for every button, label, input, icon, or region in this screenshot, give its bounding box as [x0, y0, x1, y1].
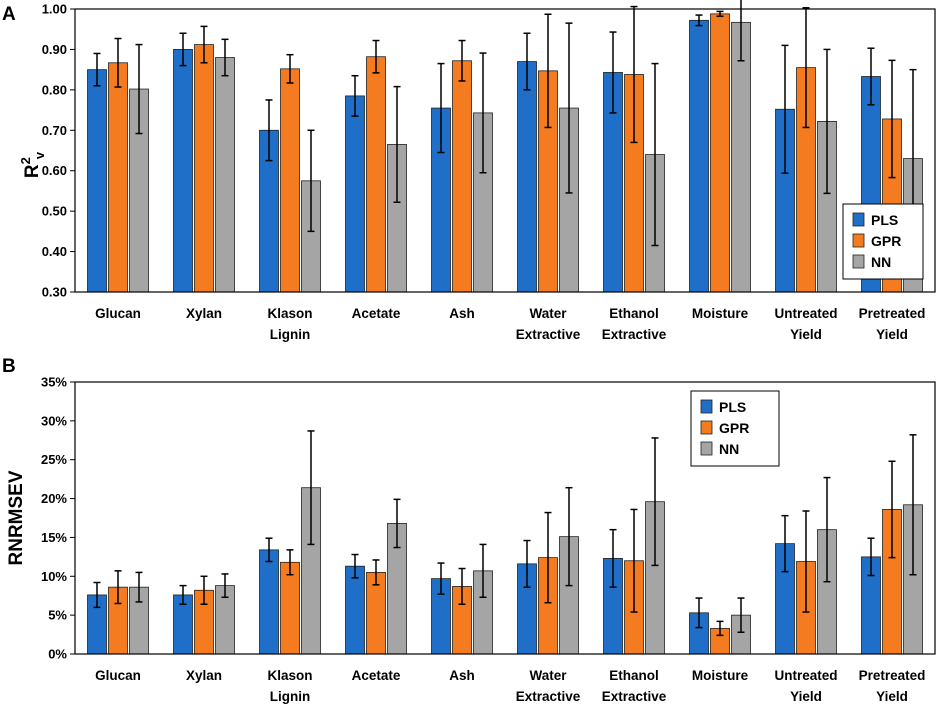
bar-pls	[345, 565, 365, 655]
category-label: Xylan	[186, 668, 222, 683]
category-label: Water	[529, 668, 567, 683]
legend-swatch-pls	[852, 212, 865, 227]
category-label: Lignin	[270, 327, 311, 342]
y-tick-label: 20%	[41, 491, 67, 506]
category-label: Pretreated	[859, 668, 926, 683]
category-label: Water	[529, 306, 567, 321]
legend-label-nn: NN	[871, 254, 891, 270]
bar-gpr	[366, 56, 386, 293]
y-tick-label: 10%	[41, 569, 67, 584]
legend-label-gpr: GPR	[719, 420, 749, 436]
bar-gpr	[194, 44, 214, 293]
plot-frame	[74, 8, 936, 293]
bar-nn	[215, 57, 235, 293]
bar-gpr	[710, 13, 730, 293]
category-label: Moisture	[692, 306, 749, 321]
legend-label-pls: PLS	[871, 212, 898, 228]
plot-frame	[74, 381, 936, 655]
y-tick-label: 30%	[41, 413, 67, 428]
bar-gpr	[452, 60, 472, 293]
category-label: Klason	[267, 668, 312, 683]
y-axis-title-main: R	[22, 164, 43, 178]
category-label: Yield	[876, 327, 908, 342]
y-tick-label: 0.80	[42, 82, 67, 97]
category-label: Ethanol	[609, 306, 659, 321]
category-label: Ash	[449, 668, 475, 683]
y-tick-label: 0.60	[42, 163, 67, 178]
y-tick-label: 0.30	[42, 285, 67, 300]
legend-swatch-gpr	[700, 420, 713, 435]
category-label: Lignin	[270, 689, 311, 704]
panel-label-a: A	[2, 4, 16, 25]
y-tick-label: 1.00	[42, 2, 67, 17]
category-label: Klason	[267, 306, 312, 321]
legend-label-pls: PLS	[719, 399, 746, 415]
bar-gpr	[280, 68, 300, 293]
y-tick-label: 25%	[41, 452, 67, 467]
category-label: Yield	[790, 327, 822, 342]
legend-label-gpr: GPR	[871, 233, 901, 249]
bar-pls	[259, 549, 279, 655]
legend-label-nn: NN	[719, 441, 739, 457]
category-label: Untreated	[774, 306, 837, 321]
panel-label-b: B	[2, 356, 16, 377]
bar-nn	[731, 21, 751, 293]
category-label: Extractive	[602, 327, 667, 342]
y-axis-title: R2v	[18, 151, 47, 178]
category-label: Extractive	[602, 689, 667, 704]
y-tick-label: 0%	[48, 647, 67, 662]
y-tick-label: 0.40	[42, 244, 67, 259]
category-label: Yield	[876, 689, 908, 704]
legend-swatch-pls	[700, 399, 713, 414]
y-axis-title-sub: v	[32, 151, 47, 159]
legend-swatch-gpr	[852, 233, 865, 248]
category-label: Pretreated	[859, 306, 926, 321]
category-label: Xylan	[186, 306, 222, 321]
y-tick-label: 35%	[41, 375, 67, 390]
bar-pls	[87, 69, 107, 293]
y-axis-title-sup: 2	[18, 157, 33, 164]
category-label: Acetate	[352, 668, 401, 683]
bar-gpr	[108, 62, 128, 293]
category-label: Ash	[449, 306, 475, 321]
y-tick-label: 0.50	[42, 204, 67, 219]
category-label: Glucan	[95, 668, 141, 683]
category-label: Moisture	[692, 668, 749, 683]
legend-swatch-nn	[700, 441, 713, 456]
bar-pls	[689, 19, 709, 293]
bar-pls	[517, 61, 537, 293]
category-label: Glucan	[95, 306, 141, 321]
category-label: Extractive	[516, 327, 581, 342]
y-axis-title: RNRMSEV	[6, 470, 27, 565]
bar-pls	[345, 95, 365, 293]
legend-swatch-nn	[852, 254, 865, 269]
y-tick-label: 5%	[48, 608, 67, 623]
category-label: Acetate	[352, 306, 401, 321]
y-tick-label: 0.90	[42, 42, 67, 57]
y-tick-label: 0.70	[42, 123, 67, 138]
bar-pls	[173, 49, 193, 293]
chart-a: 0.30 0.40 0.50 0.60 0.70 0.80 0.90 1.00 Glucan Xy…	[18, 0, 936, 342]
y-tick-label: 15%	[41, 530, 67, 545]
chart-b: 0% 5% 10% 15% 20% 25% 30% 35% Glucan Xylan Klason L…	[6, 375, 936, 704]
bar-gpr	[280, 561, 300, 655]
category-label: Ethanol	[609, 668, 659, 683]
category-label: Untreated	[774, 668, 837, 683]
category-label: Yield	[790, 689, 822, 704]
category-label: Extractive	[516, 689, 581, 704]
